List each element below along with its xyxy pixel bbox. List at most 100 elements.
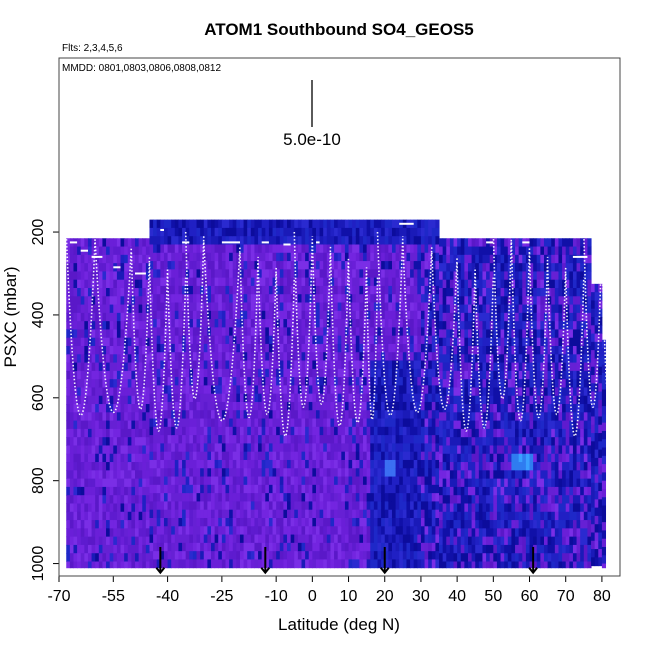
curtain-cell — [373, 310, 378, 320]
curtain-cell — [283, 468, 288, 478]
curtain-cell — [127, 287, 132, 297]
curtain-cell — [77, 553, 82, 562]
curtain-cell — [406, 277, 411, 287]
curtain-cell — [399, 476, 404, 486]
curtain-cell — [486, 271, 491, 281]
curtain-cell — [174, 459, 179, 469]
curtain-cell — [239, 343, 245, 353]
curtain-cell — [91, 478, 96, 488]
curtain-cell — [214, 310, 219, 320]
curtain-cell — [308, 219, 313, 229]
curtain-cell — [178, 327, 183, 337]
curtain-cell — [131, 263, 136, 272]
curtain-cell — [178, 377, 183, 386]
curtain-cell — [493, 412, 498, 422]
curtain-cell — [435, 542, 440, 552]
curtain-cell — [424, 451, 429, 461]
curtain-cell — [496, 263, 502, 272]
curtain-cell — [442, 428, 447, 438]
curtain-cell — [192, 236, 198, 245]
curtain-cell — [182, 517, 187, 527]
curtain-cell — [207, 219, 212, 229]
curtain-cell — [446, 520, 451, 529]
curtain-cell — [153, 327, 158, 337]
curtain-cell — [156, 509, 161, 519]
curtain-cell — [287, 509, 292, 519]
curtain-cell — [207, 252, 212, 262]
curtain-cell — [373, 559, 378, 569]
curtain-cell — [475, 296, 480, 306]
curtain-cell — [442, 437, 447, 446]
curtain-cell — [500, 437, 505, 446]
curtain-cell — [211, 443, 216, 453]
curtain-cell — [352, 476, 357, 486]
curtain-cell — [496, 279, 502, 289]
curtain-cell — [315, 426, 321, 436]
curtain-cell — [312, 368, 317, 378]
curtain-cell — [402, 534, 407, 544]
curtain-cell — [442, 486, 447, 496]
curtain-cell — [326, 501, 331, 511]
curtain-cell — [467, 354, 473, 364]
curtain-cell — [211, 244, 216, 254]
curtain-cell — [486, 279, 491, 289]
curtain-cell — [236, 443, 241, 453]
curtain-cell — [457, 246, 462, 256]
curtain-cell — [113, 520, 118, 529]
curtain-cell — [410, 484, 415, 494]
curtain-cell — [457, 544, 462, 554]
curtain-cell — [446, 304, 451, 314]
curtain-cell — [330, 227, 335, 237]
curtain-cell — [428, 227, 433, 237]
curtain-cell — [348, 526, 353, 536]
curtain-cell — [420, 319, 426, 328]
curtain-cell — [287, 236, 292, 245]
curtain-cell — [268, 352, 274, 362]
curtain-cell — [283, 352, 288, 362]
curtain-cell — [395, 319, 400, 328]
curtain-cell — [500, 337, 505, 347]
curtain-cell — [211, 551, 216, 560]
curtain-cell — [265, 377, 270, 386]
curtain-cell — [131, 370, 136, 380]
curtain-cell — [431, 493, 436, 502]
curtain-cell — [243, 410, 248, 420]
curtain-cell — [323, 551, 328, 560]
curtain-cell — [496, 553, 502, 562]
curtain-cell — [420, 252, 426, 262]
curtain-cell — [178, 551, 183, 560]
curtain-cell — [413, 418, 418, 428]
curtain-cell — [377, 418, 382, 428]
curtain-cell — [428, 418, 433, 428]
curtain-cell — [323, 418, 328, 428]
curtain-cell — [203, 509, 208, 519]
curtain-cell — [258, 252, 263, 262]
curtain-cell — [457, 404, 462, 413]
curtain-cell — [174, 426, 179, 436]
curtain-cell — [98, 528, 103, 538]
curtain-cell — [467, 486, 473, 496]
curtain-cell — [145, 395, 150, 405]
curtain-cell — [203, 269, 208, 279]
curtain-cell — [323, 277, 328, 287]
curtain-cell — [142, 428, 147, 438]
curtain-cell — [323, 526, 328, 536]
curtain-cell — [232, 501, 237, 511]
curtain-cell — [312, 418, 317, 428]
curtain-cell — [431, 459, 436, 469]
curtain-cell — [486, 263, 491, 272]
curtain-cell — [69, 511, 74, 521]
curtain-cell — [464, 561, 469, 569]
curtain-cell — [163, 261, 169, 270]
curtain-cell — [109, 544, 114, 554]
curtain-cell — [185, 534, 190, 544]
curtain-cell — [182, 352, 187, 362]
curtain-cell — [87, 263, 93, 272]
curtain-cell — [189, 435, 194, 444]
curtain-cell — [460, 428, 465, 438]
curtain-cell — [366, 310, 371, 320]
curtain-cell — [363, 327, 368, 337]
curtain-cell — [160, 526, 165, 536]
curtain-cell — [124, 495, 129, 504]
curtain-cell — [399, 261, 404, 270]
